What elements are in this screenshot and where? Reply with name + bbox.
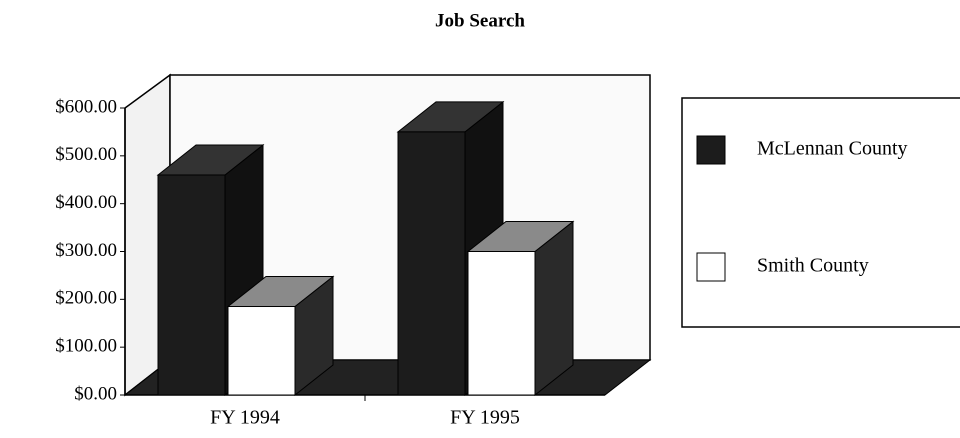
legend-swatch <box>696 135 726 165</box>
legend-label: McLennan County <box>757 138 908 160</box>
chart-title: Job Search <box>435 10 525 31</box>
y-tick-label: $200.00 <box>55 288 117 309</box>
bar <box>227 306 296 396</box>
y-tick-label: $0.00 <box>74 383 117 404</box>
legend-box <box>681 97 960 328</box>
bar <box>397 131 466 396</box>
y-tick-label: $600.00 <box>55 96 117 117</box>
y-tick-label: $100.00 <box>55 336 117 357</box>
y-tick-label: $400.00 <box>55 192 117 213</box>
y-tick-label: $300.00 <box>55 240 117 261</box>
x-tick-label: FY 1994 <box>210 407 280 429</box>
x-tick-label: FY 1995 <box>450 407 520 429</box>
bar <box>467 251 536 396</box>
legend-label: Smith County <box>757 255 869 277</box>
bar <box>157 174 226 396</box>
legend-swatch <box>696 252 726 282</box>
y-tick-label: $500.00 <box>55 144 117 165</box>
